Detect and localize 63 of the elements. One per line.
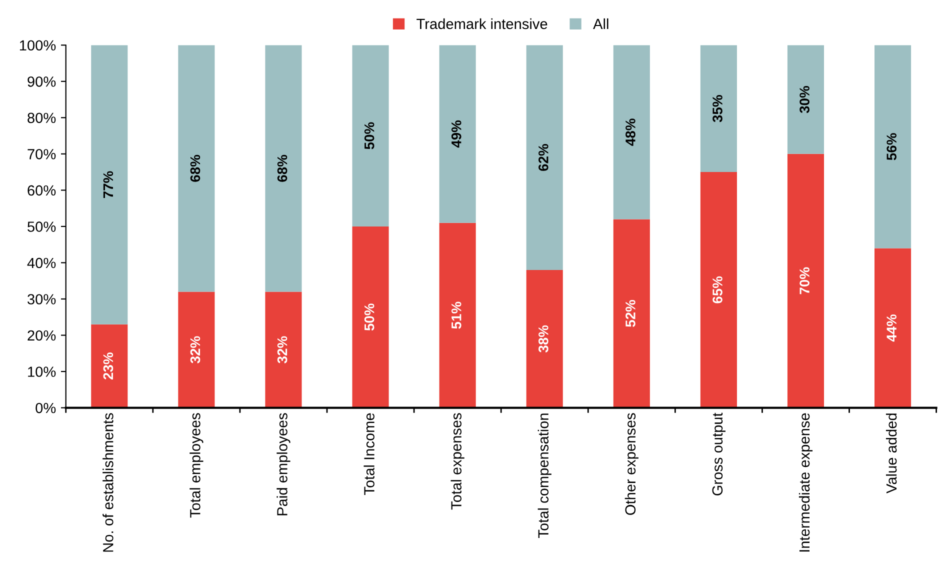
data-label: 38%: [538, 325, 548, 352]
y-tick-label: 60%: [28, 185, 56, 196]
bar: [439, 222, 476, 408]
bar: [787, 154, 824, 408]
bar: [700, 45, 737, 172]
bar: [352, 45, 389, 226]
y-tick-label: 0%: [36, 402, 56, 414]
bar: [526, 45, 563, 270]
x-tick-label: Intermediate expense: [798, 413, 813, 552]
data-label: 48%: [626, 118, 636, 146]
data-label: 62%: [538, 144, 548, 171]
legend-label: All: [593, 18, 608, 29]
bar: [613, 45, 650, 220]
bar: [265, 292, 302, 408]
x-tick-label: Paid employees: [276, 413, 290, 516]
bar: [700, 172, 737, 408]
y-tick-label: 90%: [28, 76, 56, 87]
data-label: 68%: [277, 154, 288, 182]
data-label: 50%: [364, 304, 374, 331]
data-label: 68%: [190, 154, 200, 182]
x-tick-label: Total expenses: [450, 413, 464, 510]
legend-label: Trademark intensive: [416, 18, 548, 30]
data-label: 65%: [712, 276, 722, 304]
data-label: 56%: [886, 133, 896, 160]
bar: [526, 270, 563, 408]
y-tick-label: 80%: [28, 112, 56, 124]
bar: [265, 45, 302, 292]
y-tick-label: 20%: [28, 330, 56, 341]
y-tick-label: 100%: [20, 40, 56, 51]
data-label: 77%: [103, 171, 114, 198]
y-tick-label: 30%: [28, 294, 56, 304]
data-label: 50%: [364, 122, 374, 150]
bar: [178, 45, 215, 292]
y-tick-label: 40%: [27, 258, 56, 268]
x-tick-label: Gross output: [712, 412, 726, 496]
x-tick-label: No. of establishments: [102, 413, 114, 552]
x-tick-label: Total employees: [190, 413, 204, 518]
x-tick-label: Total Income: [364, 413, 374, 495]
data-label: 30%: [800, 86, 810, 114]
y-tick-label: 50%: [28, 222, 56, 232]
data-label: 70%: [800, 267, 810, 294]
x-tick-label: Other expenses: [624, 413, 638, 515]
data-label: 35%: [712, 95, 722, 122]
data-label: 52%: [626, 300, 636, 327]
bar: [91, 45, 128, 324]
bar: [787, 45, 824, 154]
data-label: 51%: [451, 302, 462, 329]
data-label: 32%: [190, 336, 200, 364]
bar: [178, 292, 215, 408]
y-tick-label: 70%: [28, 149, 56, 160]
data-label: 32%: [277, 336, 288, 364]
bar: [874, 45, 912, 248]
x-tick-label: Value added: [886, 414, 897, 494]
data-label: 49%: [451, 120, 462, 148]
x-tick-label: Total compensation: [538, 414, 552, 538]
bar: [91, 324, 128, 408]
bar: [874, 248, 912, 408]
data-label: 44%: [886, 314, 896, 342]
bar: [352, 226, 389, 408]
y-tick-label: 10%: [28, 366, 56, 377]
data-label: 23%: [103, 352, 114, 380]
bar: [613, 219, 650, 408]
bar: [439, 45, 476, 223]
